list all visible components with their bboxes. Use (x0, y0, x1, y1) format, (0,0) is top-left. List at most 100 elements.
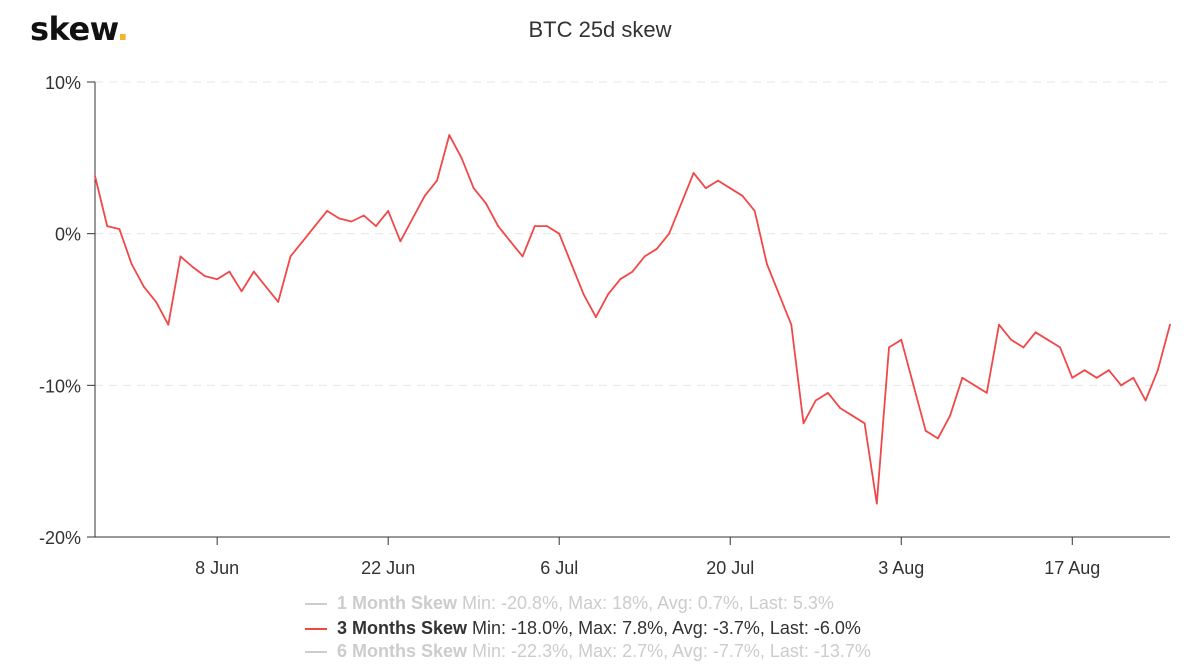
x-tick-label: 22 Jun (361, 558, 415, 578)
data-point (814, 399, 817, 402)
data-point (924, 429, 927, 432)
data-point (1059, 346, 1061, 349)
data-point (118, 228, 121, 231)
data-point (460, 156, 463, 159)
legend-series-name: 6 Months Skew (337, 641, 468, 661)
data-point (912, 384, 915, 387)
data-point (387, 210, 390, 212)
data-point (875, 502, 878, 505)
data-point (228, 270, 231, 273)
data-point (827, 392, 829, 394)
data-point (753, 210, 756, 212)
data-point (582, 293, 585, 296)
data-point (1108, 369, 1110, 372)
skew-logo: skew. (30, 10, 129, 48)
x-tick-label: 20 Jul (706, 558, 754, 578)
legend-series-stats: Min: -18.0%, Max: 7.8%, Avg: -3.7%, Last… (472, 618, 861, 638)
data-point (521, 255, 524, 258)
data-point (191, 266, 194, 268)
data-point (778, 293, 780, 296)
data-point (765, 263, 768, 265)
data-point (1144, 399, 1147, 402)
data-point (1156, 369, 1159, 372)
data-point (546, 225, 548, 227)
data-point (643, 255, 646, 258)
data-point (741, 194, 744, 197)
data-point (851, 414, 854, 417)
y-tick-label: 0% (55, 225, 81, 245)
data-point (277, 301, 280, 303)
data-point (362, 214, 365, 217)
x-tick-label: 6 Jul (540, 558, 578, 578)
data-point (399, 240, 402, 243)
data-point (558, 232, 561, 235)
data-point (717, 179, 719, 182)
data-point (533, 225, 536, 227)
data-point (900, 338, 903, 341)
legend-swatch (305, 651, 327, 654)
logo-text: skew (30, 10, 117, 48)
data-point (313, 225, 316, 227)
data-point (1120, 384, 1123, 387)
data-point (142, 285, 145, 288)
y-tick-label: -20% (39, 528, 81, 548)
data-point (436, 179, 438, 182)
data-point (998, 323, 1000, 326)
legend-item-3-months[interactable]: 3 Months Skew Min: -18.0%, Max: 7.8%, Av… (305, 617, 861, 639)
legend-item-1-month[interactable]: 1 Month Skew Min: -20.8%, Max: 18%, Avg:… (305, 592, 834, 614)
chart-title: BTC 25d skew (528, 17, 672, 42)
legend-swatch (305, 628, 327, 631)
data-point (1132, 376, 1135, 379)
data-point (692, 172, 695, 174)
data-point (973, 384, 976, 387)
data-point (839, 407, 842, 409)
data-point (790, 323, 793, 326)
data-point (668, 232, 671, 235)
data-point (570, 263, 573, 265)
legend-series-stats: Min: -22.3%, Max: 2.7%, Avg: -7.7%, Last… (472, 641, 871, 661)
legend-item-6-months[interactable]: 6 Months Skew Min: -22.3%, Max: 2.7%, Av… (305, 640, 871, 662)
data-point (106, 225, 109, 227)
legend-series-name: 3 Months Skew (337, 618, 468, 638)
data-point (155, 301, 157, 303)
data-point (607, 293, 609, 296)
data-point (1046, 338, 1049, 341)
data-point (289, 255, 292, 258)
data-point (301, 240, 304, 243)
data-point (326, 210, 329, 212)
series-line-3-months-skew (94, 134, 1171, 505)
data-point (619, 278, 622, 281)
y-tick-label: -10% (39, 376, 81, 396)
logo-dot: . (116, 10, 129, 48)
data-point (936, 437, 939, 440)
data-point (594, 316, 597, 318)
data-point (888, 346, 890, 349)
data-point (631, 270, 634, 273)
data-point (509, 240, 512, 243)
data-point (94, 175, 96, 177)
data-point (961, 376, 964, 379)
data-point (411, 217, 414, 220)
data-point (167, 323, 170, 326)
data-point (252, 270, 255, 273)
x-tick-label: 8 Jun (195, 558, 239, 578)
data-point (1169, 323, 1171, 326)
data-point (448, 134, 451, 136)
data-point (338, 217, 341, 220)
data-point (863, 422, 866, 425)
data-point (1022, 346, 1025, 349)
data-point (704, 187, 707, 190)
y-tick-label: 10% (45, 73, 81, 93)
data-point (375, 225, 377, 227)
data-point (985, 392, 988, 394)
data-point (130, 263, 133, 265)
data-point (423, 194, 426, 197)
data-point (680, 202, 683, 205)
legend-series-name: 1 Month Skew (337, 593, 458, 613)
data-point (1034, 331, 1037, 334)
data-point (265, 285, 267, 288)
data-point (497, 225, 500, 227)
legend-swatch (305, 603, 327, 606)
data-point (1095, 376, 1098, 379)
